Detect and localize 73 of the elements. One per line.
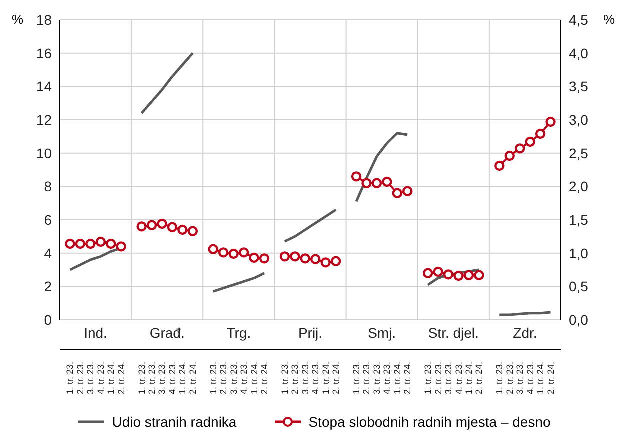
- x-tick-label: 3. tr. 23.: [372, 362, 382, 395]
- x-tick-label: 4. tr. 23.: [239, 362, 250, 395]
- legend-label: Udio stranih radnika: [112, 414, 237, 430]
- y-tick-label: 6: [44, 212, 52, 228]
- y2-tick-label: 2,5: [569, 145, 589, 162]
- x-tick-label: 2. tr. 23.: [218, 362, 229, 395]
- x-tick-label: 4. tr. 23.: [382, 362, 392, 395]
- y-tick-label: 16: [36, 45, 52, 62]
- y2-tick-label: 1,0: [569, 245, 589, 262]
- y2-tick-label: 0,5: [569, 278, 589, 295]
- x-tick-label: 3. tr. 23.: [157, 362, 168, 395]
- y2-axis-title: %: [603, 12, 615, 27]
- text: Zdr.: [513, 324, 538, 341]
- x-tick-label: 1. tr. 23.: [352, 362, 362, 395]
- x-tick-label: 3. tr. 23.: [300, 362, 310, 395]
- x-tick-label: 2. tr. 23.: [504, 362, 515, 395]
- x-tick-label: 2. tr. 24.: [259, 362, 270, 395]
- y-tick-label: 8: [44, 178, 52, 195]
- x-tick-label: 3. tr. 23.: [444, 362, 454, 395]
- x-tick-label: 4. tr. 23.: [454, 362, 464, 395]
- y-tick-label: 4: [44, 245, 52, 262]
- text: Građ.: [150, 324, 185, 341]
- x-tick-label: 3. tr. 23.: [228, 362, 239, 395]
- x-tick-label: 1. tr. 24.: [106, 362, 116, 395]
- x-tick-label: 2. tr. 24.: [116, 362, 126, 395]
- y2-tick-label: 2,0: [569, 178, 589, 195]
- y2-tick-label: 4,5: [569, 12, 589, 28]
- y-tick-label: 0: [44, 312, 52, 328]
- x-tick-label: 1. tr. 24.: [249, 362, 260, 395]
- x-tick-label: 1. tr. 24.: [536, 362, 546, 395]
- y-axis-title: %: [12, 12, 24, 27]
- x-tick-label: 1. tr. 23.: [494, 362, 505, 395]
- x-tick-label: 1. tr. 24.: [464, 362, 474, 395]
- x-tick-label: 2. tr. 24.: [546, 362, 556, 395]
- y2-tick-label: 4,0: [569, 45, 589, 62]
- x-tick-label: 2. tr. 23.: [290, 362, 300, 395]
- x-tick-label: 1. tr. 23.: [280, 362, 290, 395]
- y-tick-label: 12: [36, 112, 52, 128]
- x-tick-label: 4. tr. 23.: [167, 362, 178, 395]
- text: Ind.: [84, 324, 108, 341]
- y2-tick-label: 3,5: [569, 78, 589, 95]
- x-tick-label: 2. tr. 24.: [474, 362, 484, 395]
- y-tick-label: 2: [44, 278, 52, 295]
- x-tick-label: 2. tr. 23.: [433, 362, 444, 395]
- x-tick-label: 3. tr. 23.: [86, 362, 96, 395]
- y-tick-label: 18: [36, 12, 52, 28]
- x-tick-label: 1. tr. 23.: [136, 362, 147, 395]
- text: Trg.: [226, 324, 252, 341]
- x-tick-label: 1. tr. 24.: [392, 362, 402, 395]
- x-tick-label: 2. tr. 24.: [188, 362, 198, 395]
- text: Smj.: [368, 324, 396, 341]
- x-tick-label: 1. tr. 23.: [423, 362, 434, 395]
- y2-tick-label: 1,5: [569, 212, 589, 228]
- y-tick-label: 14: [36, 78, 52, 95]
- x-tick-label: 2. tr. 23.: [362, 362, 372, 395]
- y-tick-label: 10: [36, 145, 52, 162]
- x-tick-label: 4. tr. 23.: [96, 362, 106, 395]
- x-tick-label: 1. tr. 23.: [208, 362, 218, 395]
- y2-tick-label: 3,0: [569, 112, 589, 128]
- x-tick-label: 4. tr. 23.: [310, 362, 321, 395]
- x-tick-label: 2. tr. 24.: [331, 362, 342, 395]
- y2-tick-label: 0,0: [569, 312, 589, 328]
- x-tick-label: 1. tr. 23.: [65, 362, 76, 395]
- x-tick-label: 3. tr. 23.: [515, 362, 526, 395]
- x-tick-label: 1. tr. 24.: [320, 362, 331, 395]
- text: Prij.: [298, 324, 323, 341]
- x-tick-label: 2. tr. 23.: [147, 362, 158, 395]
- legend-label: Stopa slobodnih radnih mjesta – desno: [308, 414, 551, 430]
- x-tick-label: 2. tr. 23.: [75, 362, 86, 395]
- x-tick-label: 1. tr. 24.: [178, 362, 188, 395]
- text: Str. djel.: [428, 324, 479, 341]
- x-tick-label: 4. tr. 23.: [525, 362, 536, 395]
- x-tick-label: 2. tr. 24.: [402, 362, 413, 395]
